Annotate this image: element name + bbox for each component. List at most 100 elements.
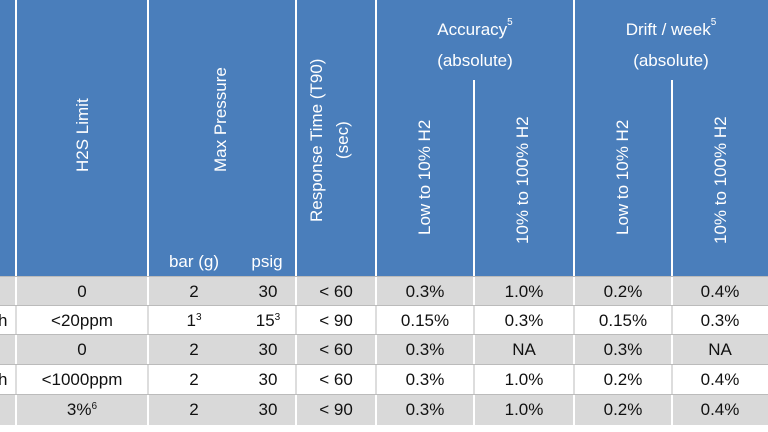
header-bar-g: bar (g) [168, 252, 220, 271]
table-cell: NA [708, 340, 732, 359]
footnote-ref: 5 [507, 17, 513, 28]
header-line: (sec) [333, 121, 352, 159]
table-row: 3%6 2 30 < 90 0.3% 1.0% 0.2% 0.4% [0, 394, 768, 425]
table-cell: < 90 [319, 400, 353, 419]
table-cell: 2 [189, 282, 199, 301]
table-cell: < 60 [319, 370, 353, 389]
cell-text: 1 [186, 311, 196, 330]
table-cell: 2 [189, 370, 199, 389]
table-cell: 0.15% [400, 311, 450, 330]
table-row: h <20ppm 13 153 < 90 0.15% 0.3% 0.15% 0.3% [0, 305, 768, 335]
table-cell: < 60 [319, 282, 353, 301]
table-cell: 0.3% [405, 340, 445, 359]
cell-divider [147, 277, 149, 306]
table-cell: 0.3% [700, 311, 740, 330]
table-cell: 1.0% [504, 282, 544, 301]
cell-divider [473, 395, 475, 425]
cell-divider [573, 335, 575, 364]
footnote-ref: 3 [274, 312, 281, 323]
table-cell: 0.3% [603, 340, 643, 359]
table-cell: 0.4% [700, 282, 740, 301]
table-cell: 0.3% [405, 282, 445, 301]
table-row: 0 2 30 < 60 0.3% 1.0% 0.2% 0.4% [0, 276, 768, 306]
table-cell: <20ppm [51, 311, 113, 330]
header-subcol: Low to 10% H2 [415, 119, 434, 236]
cell-divider [375, 277, 377, 306]
cell-divider [15, 365, 17, 394]
cell-divider [147, 306, 149, 335]
cell-divider [573, 365, 575, 394]
cell-divider [15, 277, 17, 306]
cell-divider [147, 395, 149, 425]
cell-divider [295, 277, 297, 306]
divider [147, 0, 149, 276]
cell-divider [671, 365, 673, 394]
cell-divider [15, 306, 17, 335]
footnote-ref: 3 [195, 312, 202, 323]
table-cell: 1.0% [504, 400, 544, 419]
cell-divider [671, 306, 673, 335]
table-cell: 30 [258, 282, 278, 301]
table-row: 0 2 30 < 60 0.3% NA 0.3% NA [0, 334, 768, 364]
table-cell: 3%6 [16, 395, 148, 424]
cell-divider [573, 395, 575, 425]
table-cell: 0.2% [603, 400, 643, 419]
cell-divider [375, 365, 377, 394]
cell-divider [375, 395, 377, 425]
table-cell: 2 [189, 340, 199, 359]
divider [375, 0, 377, 276]
cell-text: 3% [66, 400, 92, 419]
cell-divider [295, 395, 297, 425]
header-title: Accuracy [437, 20, 508, 39]
cell-divider [295, 306, 297, 335]
cell-divider [295, 365, 297, 394]
cell-divider [147, 365, 149, 394]
table-cell: 0.3% [405, 370, 445, 389]
cell-divider [147, 335, 149, 364]
table-cell: h [0, 370, 8, 389]
cell-divider [671, 335, 673, 364]
table-cell: NA [512, 340, 536, 359]
cell-divider [295, 335, 297, 364]
table-cell: 30 [258, 340, 278, 359]
header-subcol: 10% to 100% H2 [711, 116, 730, 244]
table-cell: < 90 [319, 311, 353, 330]
table-cell: 0.3% [405, 400, 445, 419]
table-cell: 0 [77, 282, 87, 301]
cell-divider [573, 277, 575, 306]
footnote-ref: 5 [710, 17, 717, 28]
table-cell: 0.15% [598, 311, 648, 330]
table-cell: 0.4% [700, 400, 740, 419]
cell-divider [473, 365, 475, 394]
header-max-pressure: Max Pressure [211, 67, 230, 173]
cell-divider [473, 306, 475, 335]
header-line: Response Time (T90) [307, 58, 326, 222]
header-title: Drift / week [625, 20, 711, 39]
cell-divider [375, 335, 377, 364]
cell-divider [15, 335, 17, 364]
header-subcol: 10% to 100% H2 [513, 116, 532, 244]
table-cell: < 60 [319, 340, 353, 359]
divider [295, 0, 297, 276]
table-cell: 2 [189, 400, 199, 419]
table-cell: 30 [258, 400, 278, 419]
cell-divider [375, 306, 377, 335]
table-row: h <1000ppm 2 30 < 60 0.3% 1.0% 0.2% 0.4% [0, 364, 768, 394]
cell-divider [671, 395, 673, 425]
header-h2s-limit: H2S Limit [73, 98, 92, 172]
cell-divider [573, 306, 575, 335]
divider [671, 80, 673, 276]
table-cell: 13 [148, 306, 240, 335]
table-cell: <1000ppm [41, 370, 123, 389]
header-accuracy: Accuracy5 [376, 17, 574, 40]
table-cell: h [0, 311, 8, 330]
table-cell: 0.4% [700, 370, 740, 389]
cell-text: 15 [255, 311, 275, 330]
header-band [0, 0, 768, 276]
divider [15, 0, 17, 276]
cell-divider [473, 335, 475, 364]
header-accuracy-sub: (absolute) [437, 51, 513, 70]
header-drift: Drift / week5 [574, 17, 768, 40]
table-cell: 1.0% [504, 370, 544, 389]
